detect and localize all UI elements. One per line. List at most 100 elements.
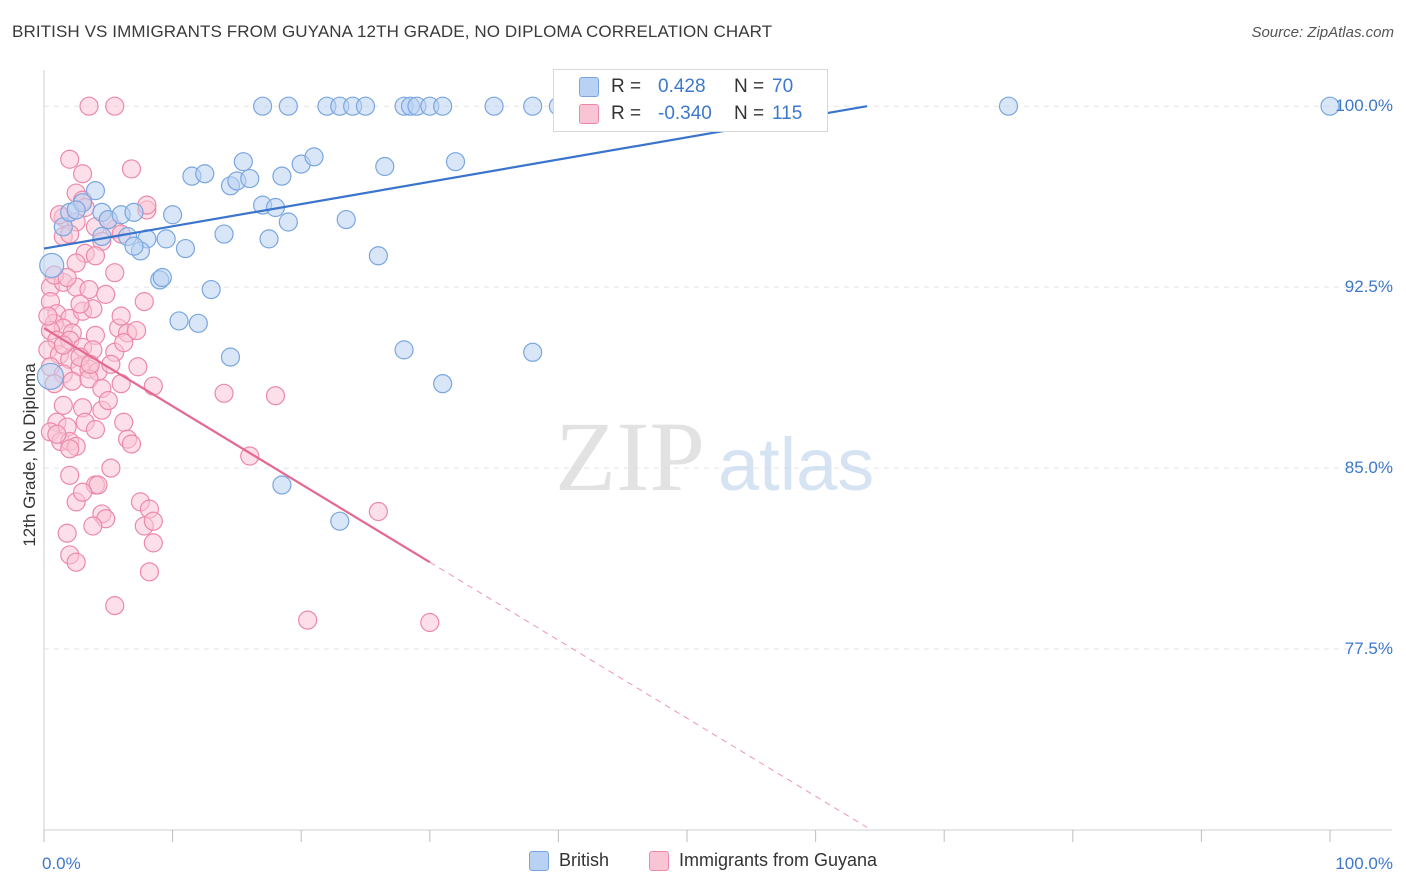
- guyana-point: [111, 306, 131, 326]
- british-point: [156, 229, 176, 249]
- guyana-point: [98, 390, 118, 411]
- guyana-point: [143, 376, 163, 396]
- stats-r-value: 0.428: [658, 76, 706, 97]
- guyana-point: [72, 482, 93, 502]
- stats-r-label: R =: [611, 103, 642, 124]
- guyana-point: [79, 96, 99, 116]
- y-axis-label: 12th Grade, No Diploma: [20, 363, 39, 547]
- stats-row-british: R = 0.428 N = 70: [554, 73, 827, 101]
- guyana-point: [47, 424, 67, 444]
- guyana-point: [105, 596, 125, 616]
- british-point: [433, 96, 453, 116]
- stats-n-label: N =: [734, 76, 765, 97]
- legend-item-guyana[interactable]: Immigrants from Guyana: [648, 850, 878, 871]
- british-point: [201, 279, 221, 300]
- stats-n-label: N =: [734, 103, 765, 124]
- axes: [43, 70, 1392, 842]
- british-point: [169, 311, 189, 331]
- legend-label-british: British: [558, 850, 609, 870]
- guyana-point: [62, 371, 82, 391]
- british-point: [445, 152, 466, 172]
- guyana-point: [121, 159, 142, 179]
- source-label: Source: ZipAtlas.com: [1251, 24, 1394, 41]
- guyana-point: [72, 164, 93, 184]
- british-point: [233, 152, 253, 172]
- x-tick-label: 100.0%: [1335, 854, 1393, 873]
- guyana-point: [105, 263, 125, 283]
- british-point: [278, 96, 298, 116]
- british-point: [272, 166, 292, 186]
- british-point: [998, 96, 1019, 116]
- stats-swatch-guyana: [579, 104, 599, 124]
- british-point: [336, 209, 356, 230]
- british-point: [66, 200, 86, 220]
- legend-swatch-british: [528, 850, 549, 871]
- british-point: [523, 342, 543, 362]
- guyana-point: [60, 149, 80, 169]
- british-point: [152, 267, 172, 288]
- guyana-point: [83, 516, 103, 536]
- british-point: [375, 156, 395, 177]
- series-guyana-points: [38, 96, 440, 633]
- guyana-point: [114, 333, 134, 353]
- x-tick-labels: 0.0% 100.0%: [42, 854, 1393, 873]
- british-point: [523, 96, 543, 116]
- watermark-atlas: atlas: [718, 423, 874, 506]
- british-point: [278, 212, 298, 232]
- guyana-point: [121, 434, 142, 454]
- guyana-point: [60, 439, 80, 459]
- guyana-point: [57, 267, 77, 288]
- british-point: [188, 313, 208, 333]
- british-point: [304, 147, 324, 167]
- stats-n-value: 70: [772, 76, 794, 97]
- guyana-point: [128, 357, 148, 377]
- guyana-point: [66, 552, 86, 572]
- y-tick-labels: 100.0% 92.5% 85.0% 77.5%: [1335, 96, 1393, 658]
- legend: British Immigrants from Guyana: [0, 850, 1406, 871]
- guyana-point: [105, 96, 125, 116]
- british-point: [368, 246, 388, 266]
- legend-label-guyana: Immigrants from Guyana: [678, 850, 878, 870]
- guyana-trend-line: [43, 327, 431, 564]
- guyana-point: [265, 386, 286, 406]
- guyana-point: [80, 354, 100, 374]
- british-point: [220, 347, 241, 367]
- y-tick-label: 85.0%: [1345, 458, 1393, 477]
- stats-r-value: -0.340: [658, 103, 712, 124]
- british-point: [272, 475, 292, 495]
- watermark: ZIP atlas: [555, 401, 874, 512]
- guyana-point: [85, 419, 106, 440]
- legend-swatch-guyana: [648, 850, 669, 871]
- british-point: [253, 96, 273, 116]
- british-point: [355, 96, 376, 116]
- guyana-point: [88, 475, 108, 495]
- british-point: [214, 224, 234, 244]
- guyana-point: [143, 511, 163, 531]
- british-point: [259, 229, 279, 249]
- guyana-trend-extension: [429, 561, 868, 828]
- stats-box: R = 0.428 N = 70 R = -0.340 N = 115: [553, 69, 828, 132]
- guyana-point: [420, 612, 440, 633]
- guyana-point: [298, 610, 318, 630]
- guyana-point: [368, 501, 388, 522]
- stats-swatch-british: [579, 77, 599, 97]
- stats-row-guyana: R = -0.340 N = 115: [554, 100, 827, 128]
- legend-item-british[interactable]: British: [528, 850, 609, 871]
- watermark-zip: ZIP: [555, 401, 705, 512]
- chart-title: BRITISH VS IMMIGRANTS FROM GUYANA 12TH G…: [12, 22, 773, 41]
- guyana-point: [96, 284, 116, 304]
- guyana-point: [101, 458, 121, 478]
- british-point: [163, 205, 183, 225]
- guyana-point: [214, 383, 234, 403]
- guyana-point: [38, 306, 58, 326]
- guyana-point: [143, 533, 163, 553]
- guyana-point: [70, 294, 90, 314]
- british-point: [85, 181, 106, 201]
- guyana-point: [134, 292, 154, 312]
- british-point: [394, 340, 414, 360]
- guyana-point: [139, 562, 160, 582]
- guyana-point: [85, 246, 106, 266]
- british-point: [124, 236, 144, 256]
- british-point: [240, 168, 260, 189]
